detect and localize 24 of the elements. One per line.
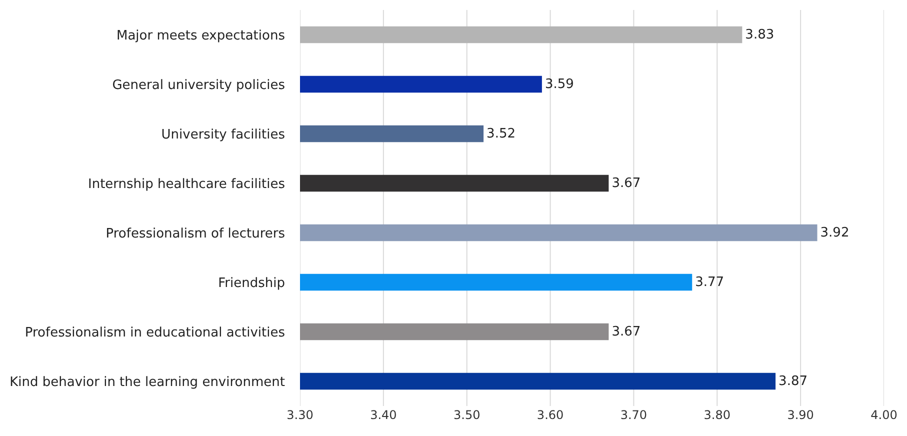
x-tick-label: 3.70 [620,408,648,422]
y-tick-label: Major meets expectations [116,28,286,44]
data-label: 3.59 [544,76,574,92]
data-label: 3.87 [778,374,808,389]
y-tick-label: University facilities [161,127,286,142]
x-tick-label: 3.90 [787,408,814,422]
data-label: 3.92 [820,225,850,240]
y-tick-label: Internship healthcare facilities [88,176,286,192]
data-label: 3.83 [745,27,774,42]
x-tick-label: 3.40 [370,408,397,422]
y-tick-label: Professionalism in educational activities [24,325,286,340]
y-tick-label: Professionalism of lecturers [106,226,286,242]
x-tick-label: 3.50 [454,408,480,422]
data-label: 3.67 [612,176,641,191]
x-tick-label: 4.00 [870,408,898,422]
data-label: 3.77 [695,274,724,290]
x-tick-label: 3.60 [536,408,564,422]
y-tick-label: Friendship [218,276,285,291]
y-tick-label: General university policies [112,78,286,93]
y-tick-label: Kind behavior in the learning environment [10,374,285,390]
data-label: 3.67 [612,324,641,340]
data-label: 3.52 [486,126,516,142]
x-tick-label: 3.30 [286,408,314,422]
x-tick-label: 3.80 [704,408,730,422]
